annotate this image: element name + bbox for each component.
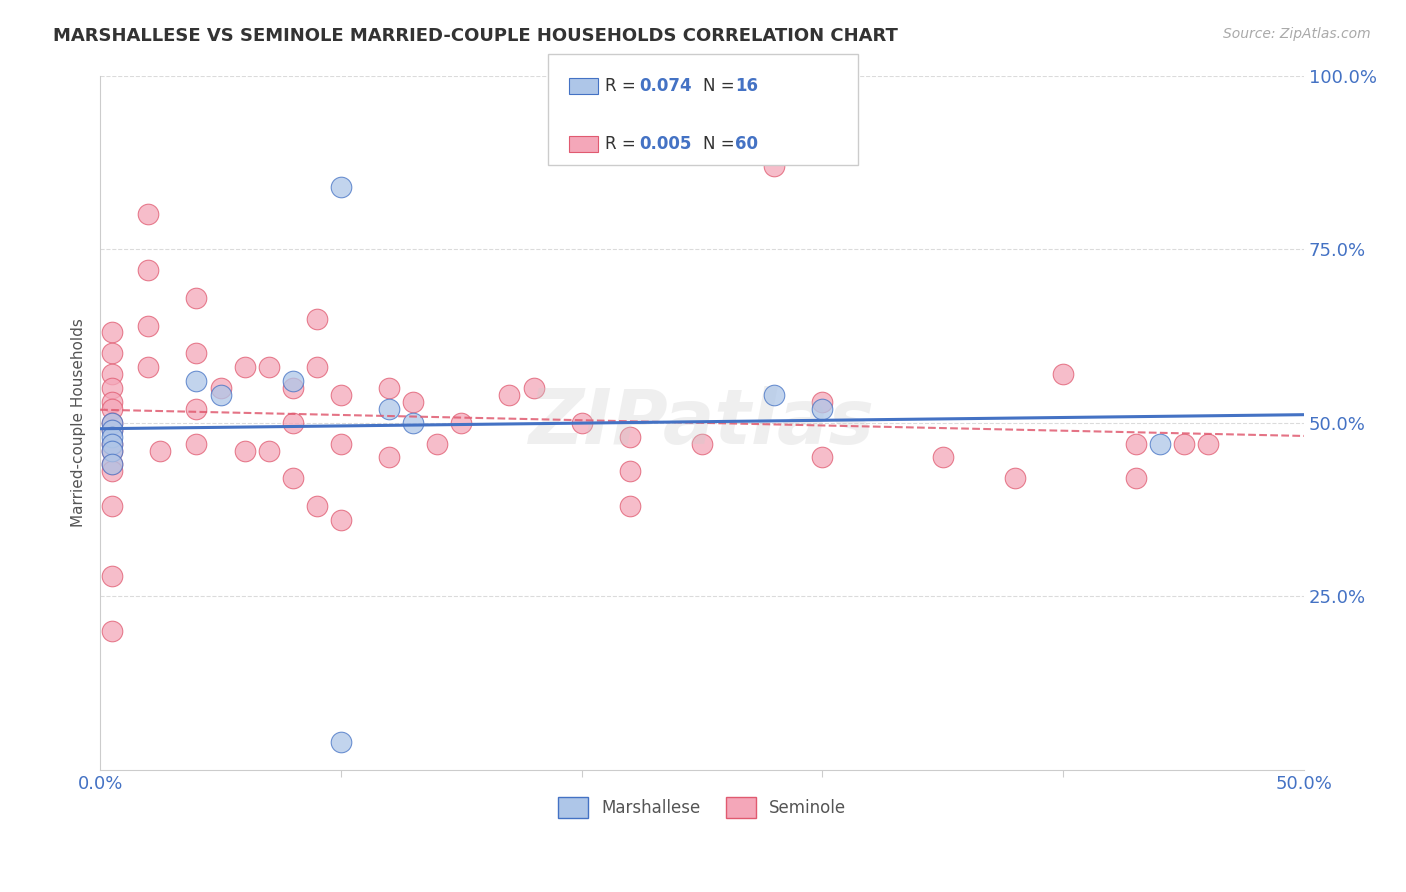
- Point: [329, 436, 352, 450]
- Point: [329, 513, 352, 527]
- Point: [378, 450, 401, 465]
- Point: [186, 374, 208, 388]
- Point: [378, 381, 401, 395]
- Point: [811, 395, 834, 409]
- Text: R =: R =: [605, 77, 641, 95]
- Point: [101, 499, 124, 513]
- Legend: Marshallese, Seminole: Marshallese, Seminole: [551, 790, 853, 824]
- Point: [136, 318, 159, 333]
- Point: [186, 436, 208, 450]
- Point: [101, 416, 124, 430]
- Point: [149, 443, 172, 458]
- Point: [101, 416, 124, 430]
- Point: [101, 326, 124, 340]
- Point: [101, 624, 124, 639]
- Point: [811, 450, 834, 465]
- Text: 60: 60: [735, 135, 758, 153]
- Point: [101, 430, 124, 444]
- Point: [281, 374, 304, 388]
- Point: [1125, 436, 1147, 450]
- Point: [281, 381, 304, 395]
- Point: [426, 436, 449, 450]
- Point: [101, 423, 124, 437]
- Point: [1149, 436, 1171, 450]
- Point: [136, 360, 159, 375]
- Point: [101, 381, 124, 395]
- Point: [1125, 471, 1147, 485]
- Text: MARSHALLESE VS SEMINOLE MARRIED-COUPLE HOUSEHOLDS CORRELATION CHART: MARSHALLESE VS SEMINOLE MARRIED-COUPLE H…: [53, 27, 898, 45]
- Point: [1052, 367, 1074, 381]
- Point: [233, 443, 256, 458]
- Point: [1197, 436, 1219, 450]
- Point: [619, 464, 641, 478]
- Point: [257, 443, 280, 458]
- Text: 16: 16: [735, 77, 758, 95]
- Point: [450, 416, 472, 430]
- Point: [281, 416, 304, 430]
- Point: [329, 388, 352, 402]
- Point: [101, 423, 124, 437]
- Point: [101, 443, 124, 458]
- Text: R =: R =: [605, 135, 641, 153]
- Point: [571, 416, 593, 430]
- Point: [378, 401, 401, 416]
- Point: [101, 458, 124, 472]
- Point: [1004, 471, 1026, 485]
- Point: [305, 499, 328, 513]
- Point: [329, 179, 352, 194]
- Text: Source: ZipAtlas.com: Source: ZipAtlas.com: [1223, 27, 1371, 41]
- Point: [305, 311, 328, 326]
- Point: [811, 401, 834, 416]
- Point: [932, 450, 955, 465]
- Text: 0.074: 0.074: [640, 77, 692, 95]
- Point: [101, 436, 124, 450]
- Point: [136, 207, 159, 221]
- Point: [233, 360, 256, 375]
- Point: [305, 360, 328, 375]
- Point: [619, 430, 641, 444]
- Point: [101, 464, 124, 478]
- Point: [101, 458, 124, 472]
- Point: [498, 388, 520, 402]
- Point: [101, 436, 124, 450]
- Point: [522, 381, 544, 395]
- Point: [763, 388, 786, 402]
- Text: 0.005: 0.005: [640, 135, 692, 153]
- Point: [257, 360, 280, 375]
- Point: [619, 499, 641, 513]
- Point: [690, 436, 713, 450]
- Text: N =: N =: [703, 77, 740, 95]
- Point: [101, 395, 124, 409]
- Point: [186, 401, 208, 416]
- Point: [186, 291, 208, 305]
- Point: [101, 443, 124, 458]
- Point: [101, 346, 124, 360]
- Point: [101, 367, 124, 381]
- Point: [101, 401, 124, 416]
- Point: [402, 395, 425, 409]
- Point: [136, 263, 159, 277]
- Point: [101, 568, 124, 582]
- Point: [281, 471, 304, 485]
- Point: [1173, 436, 1195, 450]
- Point: [329, 735, 352, 749]
- Point: [209, 388, 232, 402]
- Y-axis label: Married-couple Households: Married-couple Households: [72, 318, 86, 527]
- Point: [763, 159, 786, 173]
- Point: [402, 416, 425, 430]
- Text: ZIPatlas: ZIPatlas: [529, 385, 875, 459]
- Text: N =: N =: [703, 135, 740, 153]
- Point: [186, 346, 208, 360]
- Point: [209, 381, 232, 395]
